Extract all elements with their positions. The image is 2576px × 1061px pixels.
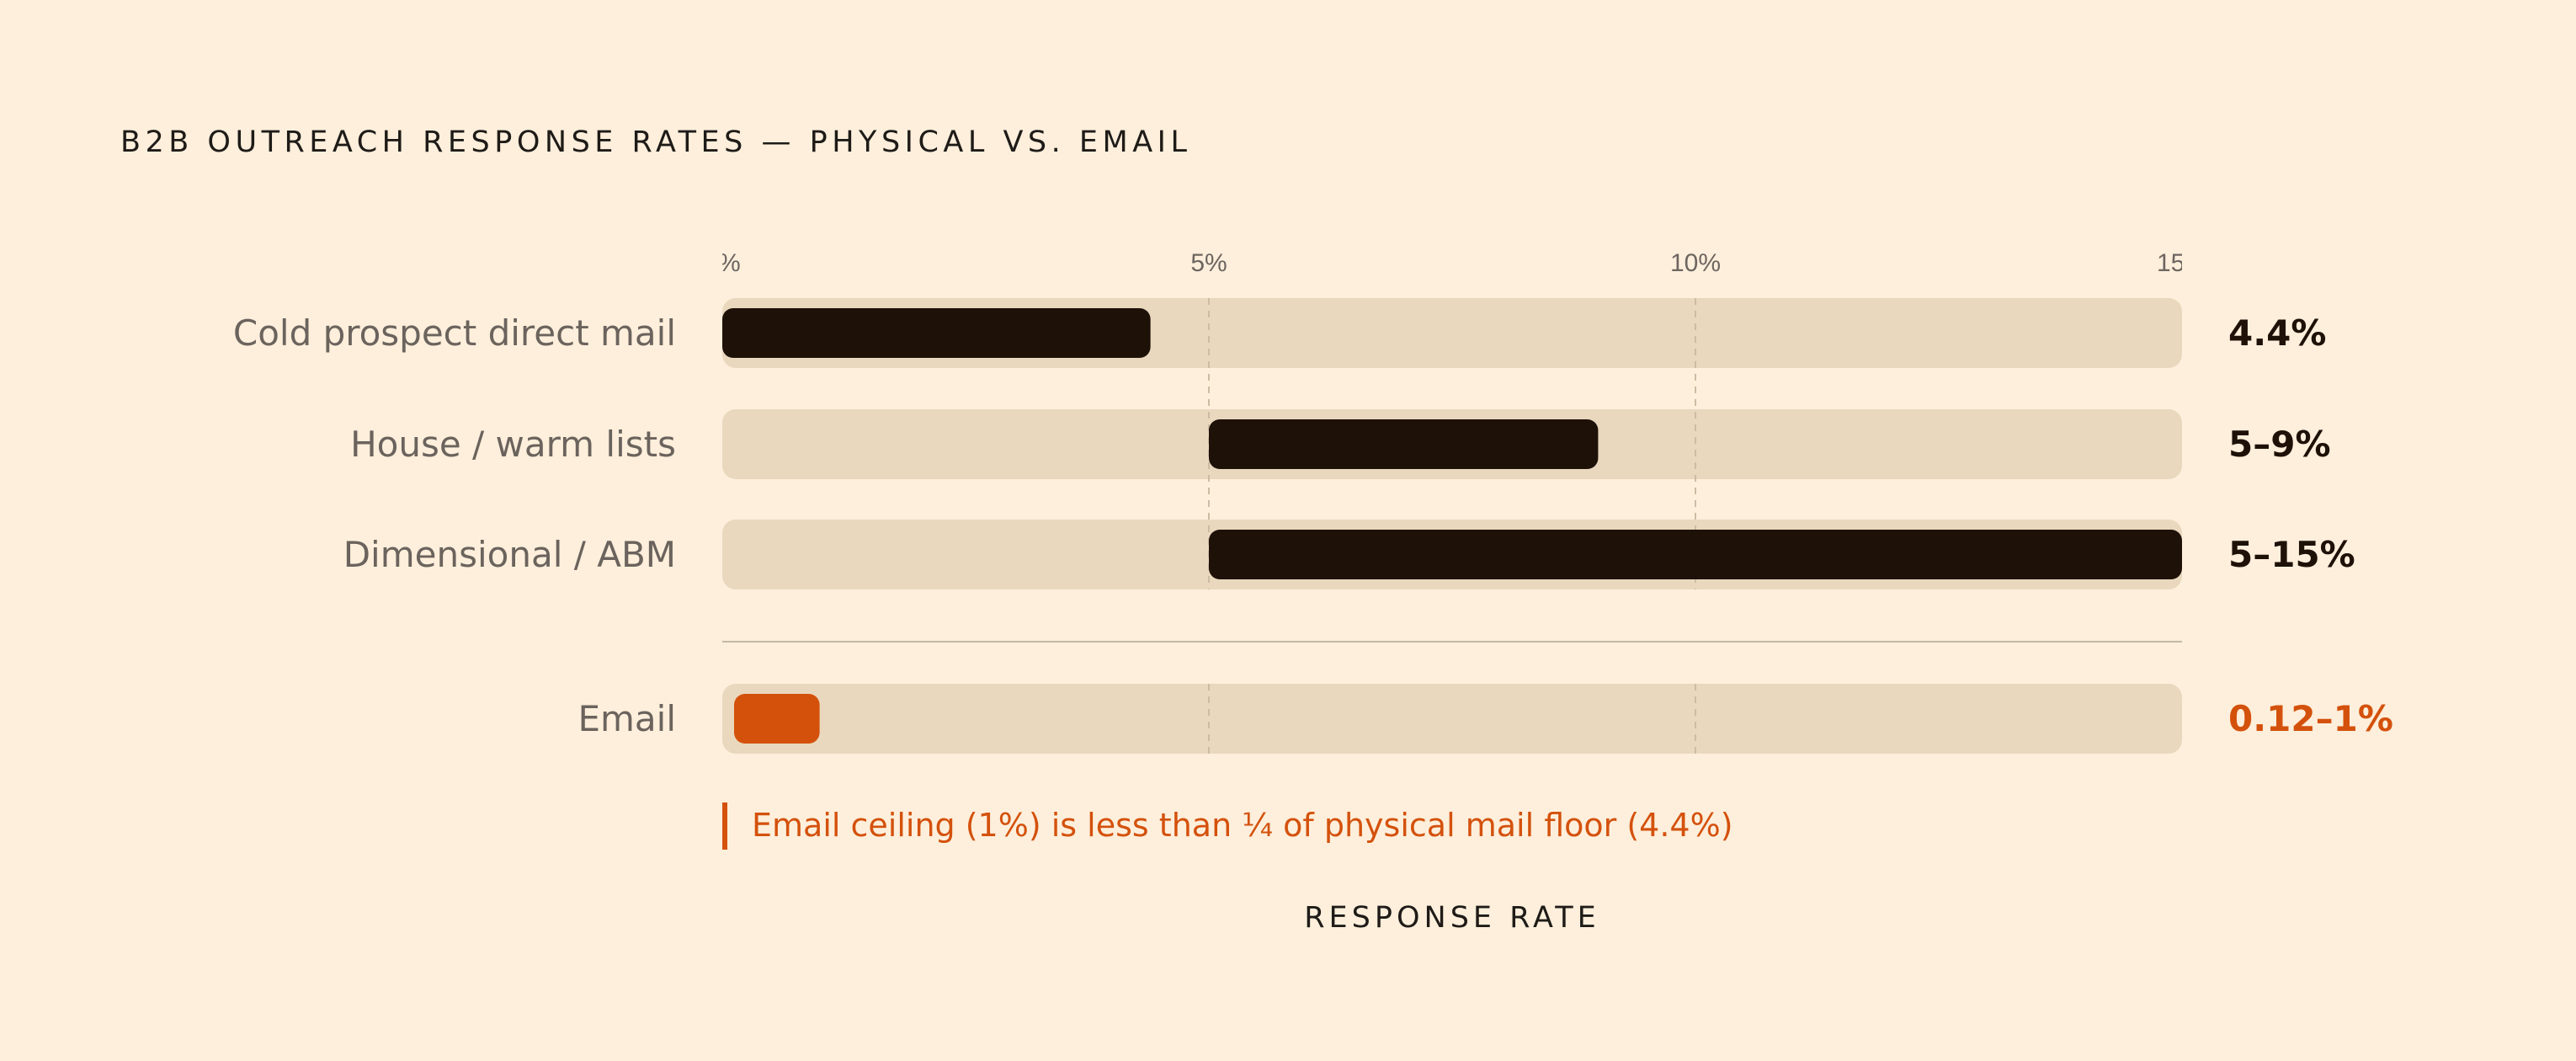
category-label-4: Email <box>577 698 676 739</box>
x-axis-ticks: 0% 5% 10% 15% <box>704 249 2207 277</box>
bar-tracks <box>722 298 2182 754</box>
value-label-3: 5–15% <box>2228 534 2355 575</box>
value-labels: 4.4% 5–9% 5–15% 0.12–1% <box>2228 312 2393 739</box>
bar-track <box>722 684 2182 754</box>
annotation-text: Email ceiling (1%) is less than ¼ of phy… <box>752 807 1733 844</box>
annotation-marker <box>722 802 727 850</box>
bar-4 <box>734 694 820 744</box>
x-tick-label-0: 0% <box>704 249 740 277</box>
bars <box>722 308 2182 744</box>
bar-1 <box>722 308 1151 358</box>
category-label-1: Cold prospect direct mail <box>233 312 676 354</box>
value-label-1: 4.4% <box>2228 312 2326 354</box>
x-tick-label-3: 15% <box>2157 249 2207 277</box>
category-label-3: Dimensional / ABM <box>343 534 676 575</box>
bar-2 <box>1209 419 1599 469</box>
value-label-2: 5–9% <box>2228 424 2331 465</box>
category-labels: Cold prospect direct mail House / warm li… <box>233 312 676 739</box>
x-axis-label: RESPONSE RATE <box>1304 901 1600 935</box>
chart-title: B2B OUTREACH RESPONSE RATES — PHYSICAL V… <box>120 125 1191 159</box>
x-tick-label-2: 10% <box>1670 249 1721 277</box>
x-tick-label-1: 5% <box>1190 249 1227 277</box>
category-label-2: House / warm lists <box>350 424 676 465</box>
bar-3 <box>1209 530 2182 579</box>
value-label-4: 0.12–1% <box>2228 698 2393 739</box>
